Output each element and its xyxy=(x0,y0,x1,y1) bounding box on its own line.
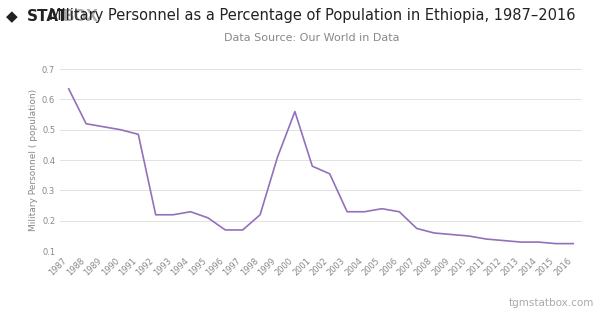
Text: ◆: ◆ xyxy=(6,9,18,24)
Text: STAT: STAT xyxy=(27,9,68,24)
Y-axis label: Military Personnel ( population): Military Personnel ( population) xyxy=(29,89,38,231)
Text: tgmstatbox.com: tgmstatbox.com xyxy=(509,298,594,308)
Text: Data Source: Our World in Data: Data Source: Our World in Data xyxy=(224,33,400,43)
Text: BOX: BOX xyxy=(63,9,99,24)
Text: Military Personnel as a Percentage of Population in Ethiopia, 1987–2016: Military Personnel as a Percentage of Po… xyxy=(49,8,575,23)
